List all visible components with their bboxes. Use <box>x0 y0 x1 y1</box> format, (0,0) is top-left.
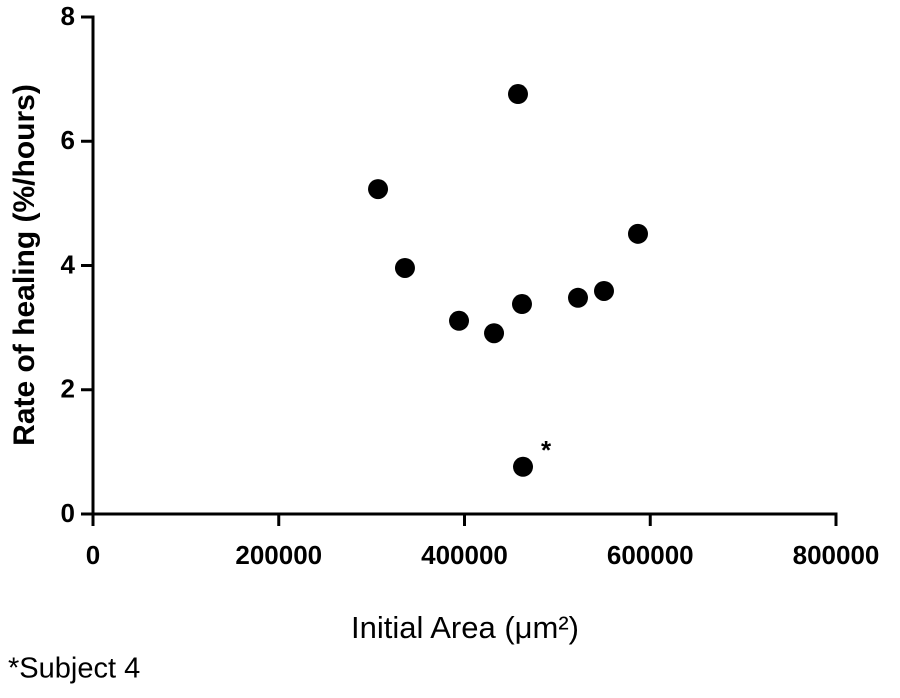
point <box>449 310 470 331</box>
point <box>513 456 534 477</box>
point <box>627 223 648 244</box>
point <box>567 287 588 308</box>
annotation: * <box>541 435 552 465</box>
y-tick-label: 4 <box>61 249 76 279</box>
point <box>368 179 389 200</box>
y-tick-label: 2 <box>61 374 75 404</box>
point <box>507 84 528 105</box>
point <box>593 280 614 301</box>
x-tick-label: 400000 <box>421 540 508 570</box>
x-tick-label: 600000 <box>607 540 694 570</box>
y-tick-label: 0 <box>61 498 75 528</box>
x-tick-label: 200000 <box>235 540 322 570</box>
x-tick-label: 800000 <box>793 540 880 570</box>
y-tick-label: 8 <box>61 1 75 31</box>
x-tick-label: 0 <box>86 540 100 570</box>
x-axis-label: Initial Area (μm²) <box>351 610 579 645</box>
footnote: *Subject 4 <box>8 653 140 685</box>
point <box>511 294 532 315</box>
point <box>484 323 505 344</box>
point <box>394 257 415 278</box>
y-axis-label: Rate of healing (%/hours) <box>8 84 41 446</box>
y-tick-label: 6 <box>61 125 75 155</box>
